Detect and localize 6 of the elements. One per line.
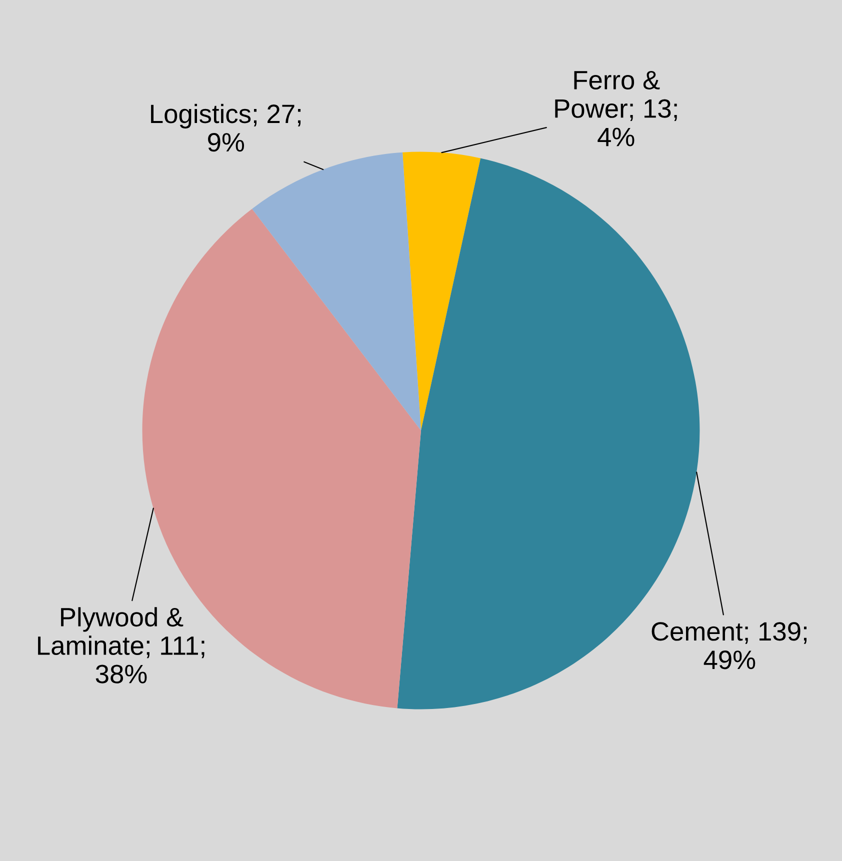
pie-slice	[252, 152, 421, 430]
pie-slice	[402, 152, 481, 430]
slice-label: Cement; 139; 49%	[652, 622, 807, 670]
slice-label: Plywood & Laminate; 111; 38%	[38, 607, 204, 684]
slice-label: Logistics; 27; 9%	[151, 104, 301, 152]
slice-label: Ferro & Power; 13; 4%	[555, 70, 677, 146]
